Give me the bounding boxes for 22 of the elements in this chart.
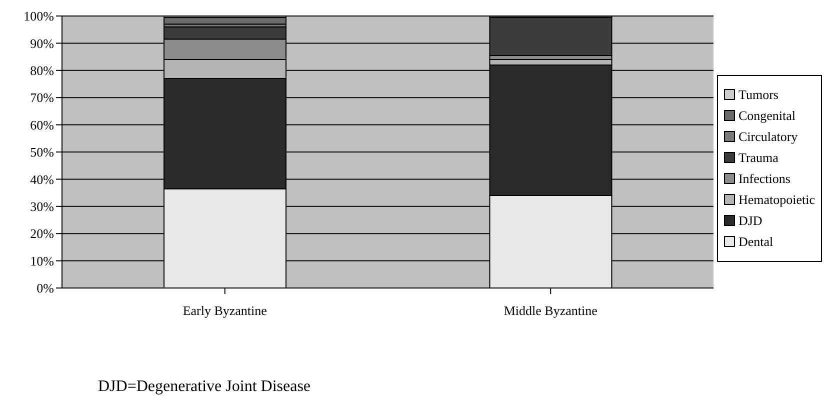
legend-label: Dental: [738, 234, 774, 250]
y-tick-label: 10%: [30, 253, 54, 268]
y-tick-label: 70%: [30, 90, 54, 106]
legend-label: Congenital: [738, 108, 796, 124]
x-tick-label: Early Byzantine: [182, 303, 268, 318]
text: DJD=Degenerative Joint Disease: [98, 378, 312, 396]
legend-label: Circulatory: [738, 128, 798, 144]
y-tick-label: 40%: [30, 172, 54, 187]
legend-label: Hematopoietic: [738, 192, 815, 208]
legend-label: Tumors: [738, 86, 778, 102]
y-tick-label: 90%: [30, 36, 54, 51]
y-tick-label: 100%: [24, 8, 54, 24]
legend-label: Infections: [738, 170, 790, 186]
x-tick-label: Middle Byzantine: [504, 303, 598, 318]
legend-label: DJD: [738, 212, 762, 228]
y-tick-label: 0%: [36, 280, 54, 296]
y-tick-label: 80%: [30, 63, 54, 78]
y-tick-label: 30%: [30, 199, 54, 214]
legend-label: Trauma: [738, 150, 778, 166]
y-tick-label: 60%: [30, 117, 54, 132]
y-tick-label: 20%: [30, 226, 54, 242]
y-tick-label: 50%: [30, 144, 54, 160]
